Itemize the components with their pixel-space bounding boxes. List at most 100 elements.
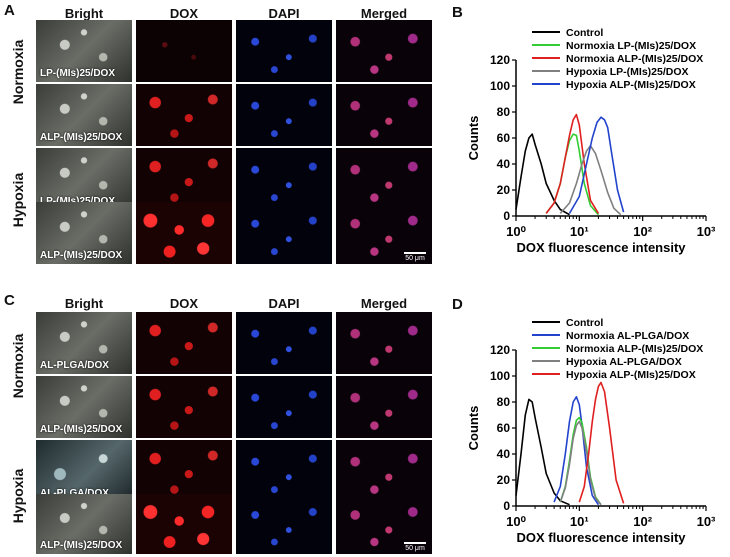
- x-tick-label: 10³: [697, 224, 716, 239]
- micrograph-bright: ALP-(MIs)25/DOX: [36, 494, 132, 554]
- micrograph-dox: [136, 148, 232, 210]
- micrograph-merged: 50 μm: [336, 494, 432, 554]
- x-tick-label: 10⁰: [506, 224, 526, 239]
- micrograph-merged: 50 μm: [336, 202, 432, 264]
- series-line-normoxia-alp-mis-25-dox: [545, 113, 600, 214]
- col-header-bright-a: Bright: [64, 6, 104, 21]
- legend-entry: Hypoxia ALP-(MIs)25/DOX: [566, 369, 696, 381]
- micrograph-merged: [336, 376, 432, 438]
- micrograph-merged: [336, 440, 432, 502]
- x-axis-label: DOX fluorescence intensity: [516, 240, 686, 255]
- micrograph-bright: AL-PLGA/DOX: [36, 312, 132, 374]
- legend-entry: Hypoxia AL-PLGA/DOX: [566, 356, 682, 368]
- micrograph-bright: ALP-(MIs)25/DOX: [36, 84, 132, 146]
- row-label-normoxia-a: Normoxia: [10, 39, 26, 105]
- y-tick-label: 40: [497, 447, 511, 461]
- series-line-control: [515, 133, 570, 216]
- micrograph-dox: [136, 202, 232, 264]
- col-header-bright-c: Bright: [64, 296, 104, 311]
- y-axis-label: Counts: [466, 116, 481, 161]
- legend-entry: Control: [566, 27, 603, 39]
- micrograph-dox: [136, 440, 232, 502]
- legend-entry: Normoxia ALP-(MIs)25/DOX: [566, 343, 703, 355]
- micrograph-bright: LP-(MIs)25/DOX: [36, 20, 132, 82]
- micrograph-merged: [336, 84, 432, 146]
- micrograph-bright: ALP-(MIs)25/DOX: [36, 376, 132, 438]
- col-header-dox-c: DOX: [169, 296, 199, 311]
- flow-cytometry-chart-d: 0 20 40 60 80 100 120 10⁰ 10¹ 10² 10³ Counts DOX flu…: [466, 317, 716, 545]
- legend-entry: Normoxia ALP-(MIs)25/DOX: [566, 53, 703, 65]
- micrograph-dapi: [236, 20, 332, 82]
- tile-label: LP-(MIs)25/DOX: [40, 68, 116, 79]
- micrograph-dox: [136, 494, 232, 554]
- panel-letter-a: A: [4, 2, 15, 19]
- micrograph-dapi: [236, 440, 332, 502]
- tile-label: AL-PLGA/DOX: [40, 488, 109, 499]
- legend-entry: Control: [566, 317, 603, 329]
- legend-entry: Normoxia LP-(MIs)25/DOX: [566, 40, 696, 52]
- micrograph-dapi: [236, 84, 332, 146]
- row-label-hypoxia-a: Hypoxia: [10, 172, 26, 228]
- micrograph-dapi: [236, 494, 332, 554]
- x-tick-label: 10³: [697, 514, 716, 529]
- micrograph-dapi: [236, 202, 332, 264]
- micrograph-merged: [336, 20, 432, 82]
- row-label-normoxia-c: Normoxia: [10, 333, 26, 399]
- y-tick-label: 20: [497, 183, 511, 197]
- scale-bar: 50 μm: [404, 542, 426, 552]
- y-tick-label: 60: [497, 131, 511, 145]
- col-header-dox-a: DOX: [169, 6, 199, 21]
- micrograph-dapi: [236, 376, 332, 438]
- micrograph-dapi: [236, 312, 332, 374]
- y-tick-label: 40: [497, 157, 511, 171]
- legend-entry: Hypoxia ALP-(MIs)25/DOX: [566, 79, 696, 91]
- y-tick-label: 60: [497, 421, 511, 435]
- y-tick-label: 100: [490, 369, 510, 383]
- col-header-merged-a: Merged: [360, 6, 408, 21]
- y-tick-label: 120: [490, 53, 510, 67]
- y-tick-label: 0: [503, 499, 510, 513]
- legend-entry: Hypoxia LP-(MIs)25/DOX: [566, 66, 689, 78]
- micrograph-dox: [136, 84, 232, 146]
- micrograph-bright: ALP-(MIs)25/DOX: [36, 202, 132, 264]
- flow-cytometry-chart-b: 0 20 40 60 80 100 120 10⁰ 10¹ 10² 10³ Counts DOX flu…: [466, 27, 716, 255]
- panel-letter-c: C: [4, 292, 15, 309]
- tile-label: ALP-(MIs)25/DOX: [40, 540, 123, 551]
- tile-label: LP-(MIs)25/DOX: [40, 196, 115, 207]
- x-tick-label: 10¹: [570, 514, 589, 529]
- scale-bar: 50 μm: [404, 252, 426, 262]
- legend-entry: Normoxia AL-PLGA/DOX: [566, 330, 689, 342]
- y-tick-label: 20: [497, 473, 511, 487]
- tile-label: ALP-(MIs)25/DOX: [40, 250, 123, 261]
- y-tick-label: 80: [497, 105, 511, 119]
- col-header-merged-c: Merged: [360, 296, 408, 311]
- micrograph-bright: AL-PLGA/DOX: [36, 440, 132, 502]
- row-label-hypoxia-c: Hypoxia: [10, 468, 26, 524]
- tile-label: ALP-(MIs)25/DOX: [40, 424, 123, 435]
- y-tick-label: 120: [490, 343, 510, 357]
- x-tick-label: 10¹: [570, 224, 589, 239]
- y-axis-label: Counts: [466, 406, 481, 451]
- series-line-hypoxia-al-plga-dox: [559, 420, 602, 506]
- micrograph-dox: [136, 312, 232, 374]
- tile-label: ALP-(MIs)25/DOX: [40, 132, 123, 143]
- series-line-hypoxia-alp-mis-25-dox: [568, 116, 625, 214]
- x-tick-label: 10²: [633, 224, 652, 239]
- series-line-hypoxia-alp-mis-25-dox: [578, 381, 625, 504]
- x-tick-label: 10⁰: [506, 514, 526, 529]
- y-tick-label: 80: [497, 395, 511, 409]
- scale-bar-label: 50 μm: [405, 255, 425, 262]
- panel-letter-b: B: [452, 4, 463, 21]
- panel-letter-d: D: [452, 296, 463, 313]
- micrograph-dapi: [236, 148, 332, 210]
- micrograph-merged: [336, 148, 432, 210]
- series-line-normoxia-al-plga-dox: [553, 396, 600, 506]
- series-line-normoxia-alp-mis-25-dox: [559, 416, 602, 506]
- col-header-dapi-a: DAPI: [268, 6, 300, 21]
- micrograph-dox: [136, 376, 232, 438]
- col-header-dapi-c: DAPI: [268, 296, 300, 311]
- series-line-control: [515, 398, 570, 506]
- scale-bar-label: 50 μm: [405, 545, 425, 552]
- micrograph-merged: [336, 312, 432, 374]
- y-tick-label: 0: [503, 209, 510, 223]
